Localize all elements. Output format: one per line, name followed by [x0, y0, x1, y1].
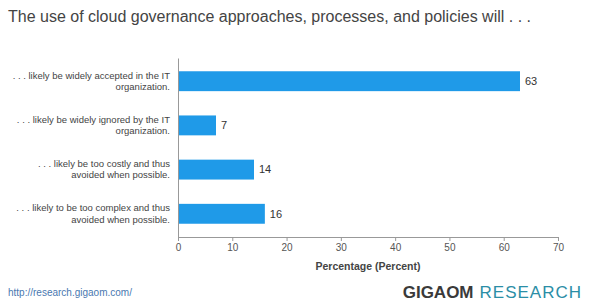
text-line: avoided when possible. — [71, 214, 170, 225]
tick-mark — [178, 237, 179, 241]
bar — [178, 160, 254, 180]
tick-label: 40 — [390, 242, 402, 253]
tick: 10 — [227, 237, 239, 253]
tick: 20 — [282, 237, 294, 253]
title: The use of cloud governance approaches, … — [8, 8, 531, 25]
tick-mark — [558, 237, 559, 241]
source-url: http://research.gigaom.com/ — [8, 287, 132, 298]
bar — [178, 115, 216, 135]
text-line: organization. — [116, 81, 170, 92]
tick-mark — [287, 237, 288, 241]
axis-line — [179, 238, 559, 242]
data-label: 14 — [259, 163, 271, 175]
brand-research: RESEARCH — [480, 283, 582, 302]
tick-label: 50 — [444, 242, 456, 253]
text-line: avoided when possible. — [71, 169, 170, 180]
text-line: . . . likely be too costly and thus — [38, 158, 170, 169]
tick-label: 30 — [336, 242, 348, 253]
tick-mark — [232, 237, 233, 241]
category-label: . . . likely to be too complex and thusa… — [16, 202, 170, 224]
tick: . . . likely be widely accepted in the I… — [13, 70, 178, 92]
tick-label: 70 — [553, 242, 565, 253]
data-label: 16 — [270, 208, 282, 220]
tick-label: 20 — [282, 242, 294, 253]
x-axis-title: Percentage (Percent) — [315, 260, 420, 272]
plot: 0 10 20 30 40 50 60 70 . . . likely be widely ac… — [13, 59, 565, 254]
tick: . . . likely be widely ignored by the IT… — [17, 114, 178, 136]
text-line: The use of cloud governance approaches, … — [8, 8, 531, 25]
category-label: . . . likely be too costly and thusavoid… — [38, 158, 170, 180]
text-line: . . . likely be widely accepted in the I… — [13, 70, 171, 81]
tick-mark — [449, 237, 450, 241]
tick-label: 60 — [499, 242, 511, 253]
tick: . . . likely to be too complex and thusa… — [16, 202, 178, 224]
tick: 50 — [444, 237, 456, 253]
chart: The use of cloud governance approaches, … — [0, 0, 590, 305]
tick: . . . likely be too costly and thusavoid… — [38, 158, 178, 180]
tick-mark — [395, 237, 396, 241]
bars — [178, 71, 520, 223]
x-axis: 0 10 20 30 40 50 60 70 — [176, 237, 565, 253]
tick-label: 10 — [227, 242, 239, 253]
axis-line — [178, 59, 179, 238]
tick: 40 — [390, 237, 402, 253]
tick: 0 — [176, 237, 182, 253]
tick: 70 — [553, 237, 565, 253]
text-line: . . . likely to be too complex and thus — [16, 202, 170, 213]
tick: 30 — [336, 237, 348, 253]
data-label: 63 — [525, 75, 537, 87]
category-label: . . . likely be widely accepted in the I… — [13, 70, 171, 92]
category-label: . . . likely be widely ignored by the IT… — [17, 114, 170, 136]
tick-mark — [504, 237, 505, 241]
tick-mark — [341, 237, 342, 241]
tick: 60 — [499, 237, 511, 253]
data-labels: 63 7 14 16 — [221, 75, 537, 220]
tick-label: 0 — [176, 242, 182, 253]
bar — [178, 71, 520, 91]
y-axis: . . . likely be widely accepted in the I… — [13, 59, 179, 238]
bar — [178, 204, 265, 224]
text-line: . . . likely be widely ignored by the IT — [17, 114, 170, 125]
text-line: organization. — [116, 125, 170, 136]
brand-gigaom: GIGAOM — [403, 283, 474, 302]
data-label: 7 — [221, 119, 227, 131]
